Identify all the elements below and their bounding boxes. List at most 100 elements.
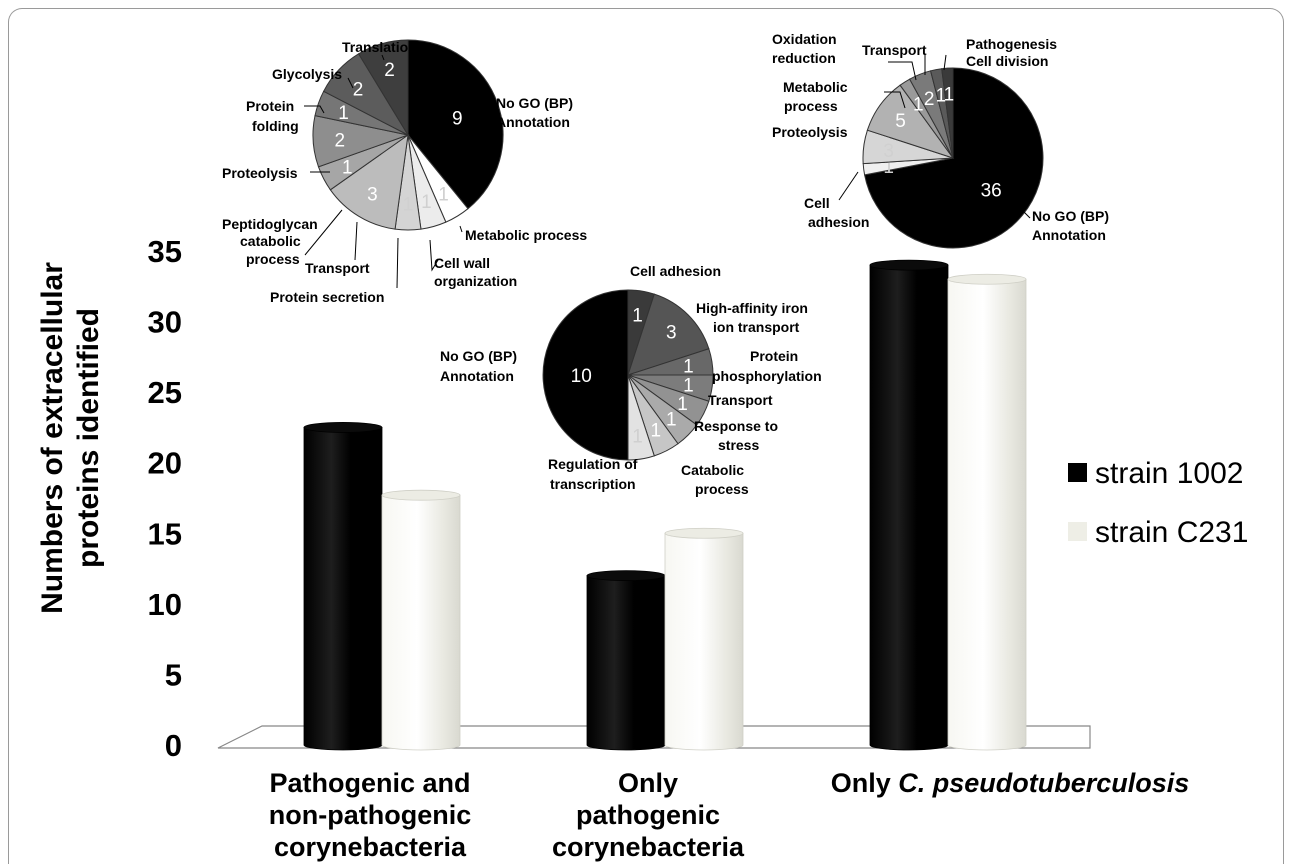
pie3-label-nogo-2: Annotation xyxy=(1032,227,1106,243)
pie-value-label: 1 xyxy=(666,409,677,430)
pie-value-label: 1 xyxy=(403,194,414,215)
legend-label-strain-c231: strain C231 xyxy=(1095,516,1248,549)
pie2-label-stress-2: stress xyxy=(718,437,759,453)
pie-value-label: 3 xyxy=(367,184,378,205)
pie-slice xyxy=(941,67,954,159)
pie3-label-cell-division: Cell division xyxy=(966,53,1048,69)
pie2-label-stress-1: Response to xyxy=(694,418,778,434)
pie1-label-peptidoglycan-2: catabolic xyxy=(240,233,301,249)
pie1-label-protein-folding-2: folding xyxy=(252,118,299,134)
pie3-label-pathogenesis: Pathogenesis xyxy=(966,36,1057,52)
pie2-label-catabolic-1: Catabolic xyxy=(681,462,744,478)
legend-swatch-strain-1002 xyxy=(1068,463,1087,482)
x-category-label: Only C. pseudotuberculosis xyxy=(831,768,1190,798)
y-tick-label: 25 xyxy=(148,375,182,410)
pie3-label-transport: Transport xyxy=(862,42,927,58)
x-category-label: non-pathogenic xyxy=(269,800,471,830)
pie2-label-iron-1: High-affinity iron xyxy=(696,300,808,316)
pie-value-label: 1 xyxy=(438,184,449,205)
pie2-label-catabolic-2: process xyxy=(695,481,749,497)
pie-value-label: 1 xyxy=(421,192,432,213)
bar-strain-1002-1 xyxy=(586,570,666,751)
x-category-label: corynebacteria xyxy=(552,832,745,862)
bars xyxy=(303,259,1027,751)
pie2-label-transport: Transport xyxy=(708,392,773,408)
pie-value-label: 10 xyxy=(571,366,592,387)
bar-strain-1002-2 xyxy=(869,259,949,751)
y-tick-label: 0 xyxy=(165,728,182,763)
y-axis-label: Numbers of extracellular proteins identi… xyxy=(36,262,105,614)
pie-value-label: 2 xyxy=(924,89,935,110)
pie-value-label: 1 xyxy=(632,306,643,327)
pie1-label-protein-folding-1: Protein xyxy=(246,98,294,114)
pie1-label-glycolysis: Glycolysis xyxy=(272,66,342,82)
pie2-label-regulation-1: Regulation of xyxy=(548,456,638,472)
pie1-label-protein-secretion: Protein secretion xyxy=(270,289,384,305)
pie-value-label: 1 xyxy=(632,426,643,447)
y-axis-label-line-2: proteins identified xyxy=(72,308,105,568)
x-category-label: Pathogenic and xyxy=(269,768,470,798)
pie-slice xyxy=(864,67,1044,249)
bar-strain-c231-1 xyxy=(664,527,744,751)
pie2-label-nogo-1: No GO (BP) xyxy=(440,348,517,364)
pie-value-label: 9 xyxy=(452,109,463,130)
x-axis-categories: Pathogenic andnon-pathogeniccorynebacter… xyxy=(269,768,1190,862)
pie3-label-oxidation-1: Oxidation xyxy=(772,31,837,47)
bar-strain-1002-0 xyxy=(303,422,383,751)
pie1-label-peptidoglycan-3: process xyxy=(246,251,300,267)
pie-value-label: 1 xyxy=(650,421,661,442)
pie-value-label: 1 xyxy=(936,85,947,106)
pie-slice xyxy=(407,39,504,210)
pie-value-label: 3 xyxy=(666,323,677,344)
pie2-label-nogo-2: Annotation xyxy=(440,368,514,384)
x-category-label: corynebacteria xyxy=(274,832,467,862)
pie-value-label: 1 xyxy=(677,394,688,415)
pie3-label-oxidation-2: reduction xyxy=(772,50,836,66)
x-category-label: Only xyxy=(618,768,678,798)
pie3-label-cell-adhesion-2: adhesion xyxy=(808,214,869,230)
legend: strain 1002 strain C231 xyxy=(1068,457,1248,549)
pie-slice xyxy=(329,133,409,230)
y-tick-label: 10 xyxy=(148,587,182,622)
y-tick-label: 35 xyxy=(148,234,182,269)
pie1-label-transport: Transport xyxy=(305,260,370,276)
pie-value-label: 36 xyxy=(981,181,1002,202)
y-tick-label: 30 xyxy=(148,305,182,340)
pie3-label-metabolic-2: process xyxy=(784,98,838,114)
pie3-label-nogo-1: No GO (BP) xyxy=(1032,208,1109,224)
figure-frame xyxy=(8,8,1284,864)
pie2-label-iron-2: ion transport xyxy=(713,319,800,335)
pie-value-label: 3 xyxy=(883,141,894,162)
pie3-label-proteolysis: Proteolysis xyxy=(772,124,848,140)
bar-strain-c231-0 xyxy=(381,489,461,751)
y-axis-label-line-1: Numbers of extracellular xyxy=(36,262,69,614)
pie-2-labels: Cell adhesion High-affinity iron ion tra… xyxy=(440,263,822,497)
y-tick-label: 5 xyxy=(165,657,182,692)
pie3-label-metabolic-1: Metabolic xyxy=(783,79,848,95)
bar-strain-c231-2 xyxy=(947,273,1027,751)
pie1-label-metabolic: Metabolic process xyxy=(465,227,587,243)
pie1-label-peptidoglycan-1: Peptidoglycan xyxy=(222,216,318,232)
pie-slice xyxy=(542,289,629,461)
pie-value-label: 1 xyxy=(338,103,349,124)
pie-value-label: 1 xyxy=(883,157,894,178)
pie3-label-cell-adhesion-1: Cell xyxy=(804,195,830,211)
pie-value-label: 1 xyxy=(683,376,694,397)
pie1-label-cell-wall-2: organization xyxy=(434,273,517,289)
x-category-label: pathogenic xyxy=(576,800,720,830)
legend-swatch-strain-c231 xyxy=(1068,522,1087,541)
pie-value-label: 1 xyxy=(342,157,353,178)
pie-slice xyxy=(357,39,409,137)
y-tick-label: 20 xyxy=(148,446,182,481)
pie-value-label: 5 xyxy=(895,111,906,132)
pie-value-label: 1 xyxy=(683,356,694,377)
y-axis-ticks: 0 5 10 15 20 25 30 35 xyxy=(148,234,182,763)
x-category-prefix: Only xyxy=(831,768,899,798)
pie1-label-nogo-1: No GO (BP) xyxy=(496,95,573,111)
x-category-italic: C. pseudotuberculosis xyxy=(898,768,1189,798)
pie-3-labels: Oxidation reduction Transport Pathogenes… xyxy=(772,31,1109,243)
